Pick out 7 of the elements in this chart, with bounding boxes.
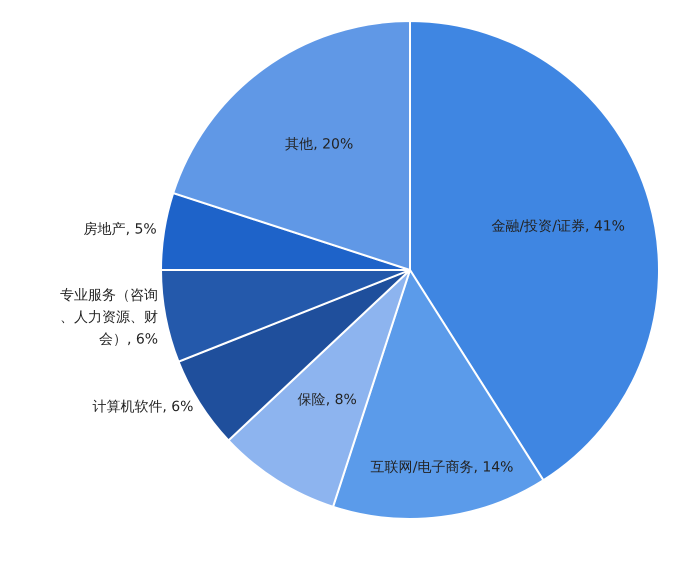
slice-label: 专业服务（咨询、人力资源、财会）, 6% (60, 288, 158, 348)
slice-label: 房地产, 5% (84, 222, 157, 238)
slice-label: 计算机软件, 6% (92, 399, 194, 416)
slice-label: 金融/投资/证券, 41% (492, 218, 625, 235)
slice-label: 其他, 20% (285, 136, 354, 153)
slice-label: 保险, 8% (298, 392, 357, 408)
slice-label: 互联网/电子商务, 14% (370, 459, 514, 476)
